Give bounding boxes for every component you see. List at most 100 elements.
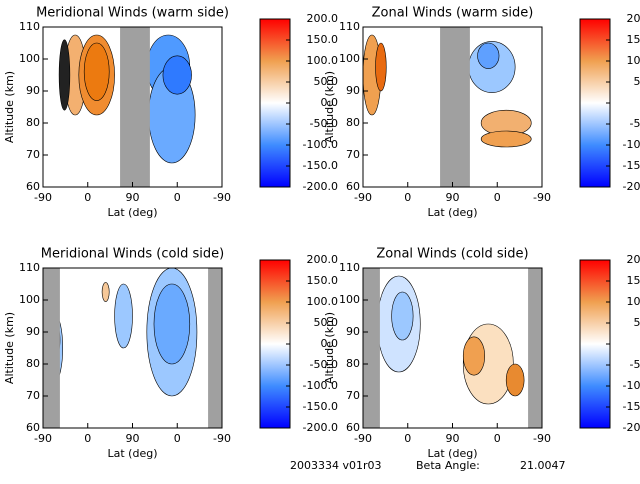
wind-contour [102,282,109,301]
panel-title: Meridional Winds (cold side) [41,247,224,262]
colorbar-tick-label: 50.0 [634,316,640,329]
panel-title: Zonal Winds (cold side) [376,247,528,262]
x-tick-label: 0 [494,432,501,445]
x-tick-label: 0 [494,191,501,204]
y-tick-label: 110 [19,20,40,33]
colorbar-tick-label: 200.0 [307,253,339,266]
y-tick-label: 80 [26,357,40,370]
y-axis-label: Altitude (km) [323,312,336,384]
y-tick-label: 90 [26,84,40,97]
x-tick-label: 0 [84,191,91,204]
no-data-band [363,268,380,428]
colorbar-tick-label: -150.0 [303,159,338,172]
x-tick-label: -90 [213,432,231,445]
wind-contour [463,337,484,375]
no-data-band [528,268,542,428]
panel-title: Meridional Winds (warm side) [36,6,229,21]
x-axis-label: Lat (deg) [428,447,478,460]
wind-contour [506,364,524,396]
colorbar-tick-label: -200.0 [303,180,338,193]
y-tick-label: 90 [346,84,360,97]
y-tick-label: 110 [339,261,360,274]
colorbar-tick-label: -200.0 [623,180,640,193]
y-tick-label: 70 [26,148,40,161]
x-axis-label: Lat (deg) [428,206,478,219]
y-tick-label: 70 [346,389,360,402]
colorbar [580,19,610,187]
y-tick-label: 80 [26,116,40,129]
y-tick-label: 110 [19,261,40,274]
y-tick-label: 80 [346,116,360,129]
colorbar [260,19,290,187]
colorbar [260,260,290,428]
y-tick-label: 60 [346,180,360,193]
colorbar-tick-label: -100.0 [623,138,640,151]
colorbar-tick-label: 150.0 [627,274,640,287]
wind-contour [154,284,190,364]
colorbar-tick-label: 150.0 [307,274,339,287]
x-tick-label: 0 [174,432,181,445]
colorbar-tick-label: 50.0 [634,75,640,88]
wind-contour [59,40,70,110]
y-tick-label: 90 [346,325,360,338]
wind-contour [163,56,192,94]
x-tick-label: -90 [533,191,551,204]
colorbar-tick-label: 100.0 [627,295,640,308]
x-axis-label: Lat (deg) [108,447,158,460]
colorbar-tick-label: 200.0 [307,12,339,25]
no-data-band [440,27,470,187]
wind-contour [481,131,531,147]
colorbar-tick-label: -200.0 [303,421,338,434]
colorbar-tick-label: 100.0 [627,54,640,67]
plot-area [43,268,222,428]
x-tick-label: 90 [446,432,460,445]
y-axis-label: Altitude (km) [3,71,16,143]
colorbar-tick-label: 150.0 [627,33,640,46]
no-data-band [43,268,60,428]
colorbar-tick-label: -150.0 [623,400,640,413]
colorbar [580,260,610,428]
y-tick-label: 100 [339,293,360,306]
plot-area [363,27,531,187]
x-tick-label: 90 [446,191,460,204]
x-tick-label: 90 [126,191,140,204]
colorbar-tick-label: 150.0 [307,33,339,46]
y-tick-label: 80 [346,357,360,370]
colorbar-tick-label: -100.0 [623,379,640,392]
wind-contour [392,292,413,340]
y-tick-label: 60 [346,421,360,434]
wind-contour [84,43,109,101]
y-tick-label: 60 [26,421,40,434]
colorbar-tick-label: -150.0 [303,400,338,413]
colorbar-tick-label: -150.0 [623,159,640,172]
colorbar-tick-label: 100.0 [307,295,339,308]
x-tick-label: 90 [126,432,140,445]
x-tick-label: 0 [404,432,411,445]
wind-contour [478,43,499,69]
y-tick-label: 100 [19,293,40,306]
wind-contour [115,284,133,348]
y-tick-label: 90 [26,325,40,338]
no-data-band [208,268,222,428]
x-tick-label: -90 [213,191,231,204]
y-tick-label: 100 [19,52,40,65]
colorbar-tick-label: 200.0 [627,253,640,266]
x-tick-label: 0 [404,191,411,204]
colorbar-tick-label: 100.0 [307,54,339,67]
x-tick-label: 0 [174,191,181,204]
x-tick-label: 0 [84,432,91,445]
colorbar-tick-label: -50.0 [630,358,640,371]
plot-area [363,268,542,428]
y-tick-label: 110 [339,20,360,33]
y-axis-label: Altitude (km) [323,71,336,143]
colorbar-tick-label: -200.0 [623,421,640,434]
y-tick-label: 60 [26,180,40,193]
x-tick-label: -90 [533,432,551,445]
footer-beta-value: 21.0047 [520,459,566,472]
footer-id: 2003334 v01r03 [290,459,382,472]
colorbar-tick-label: 200.0 [627,12,640,25]
y-axis-label: Altitude (km) [3,312,16,384]
wind-contour [376,43,387,91]
footer-beta-label: Beta Angle: [416,459,480,472]
colorbar-tick-label: -50.0 [630,117,640,130]
